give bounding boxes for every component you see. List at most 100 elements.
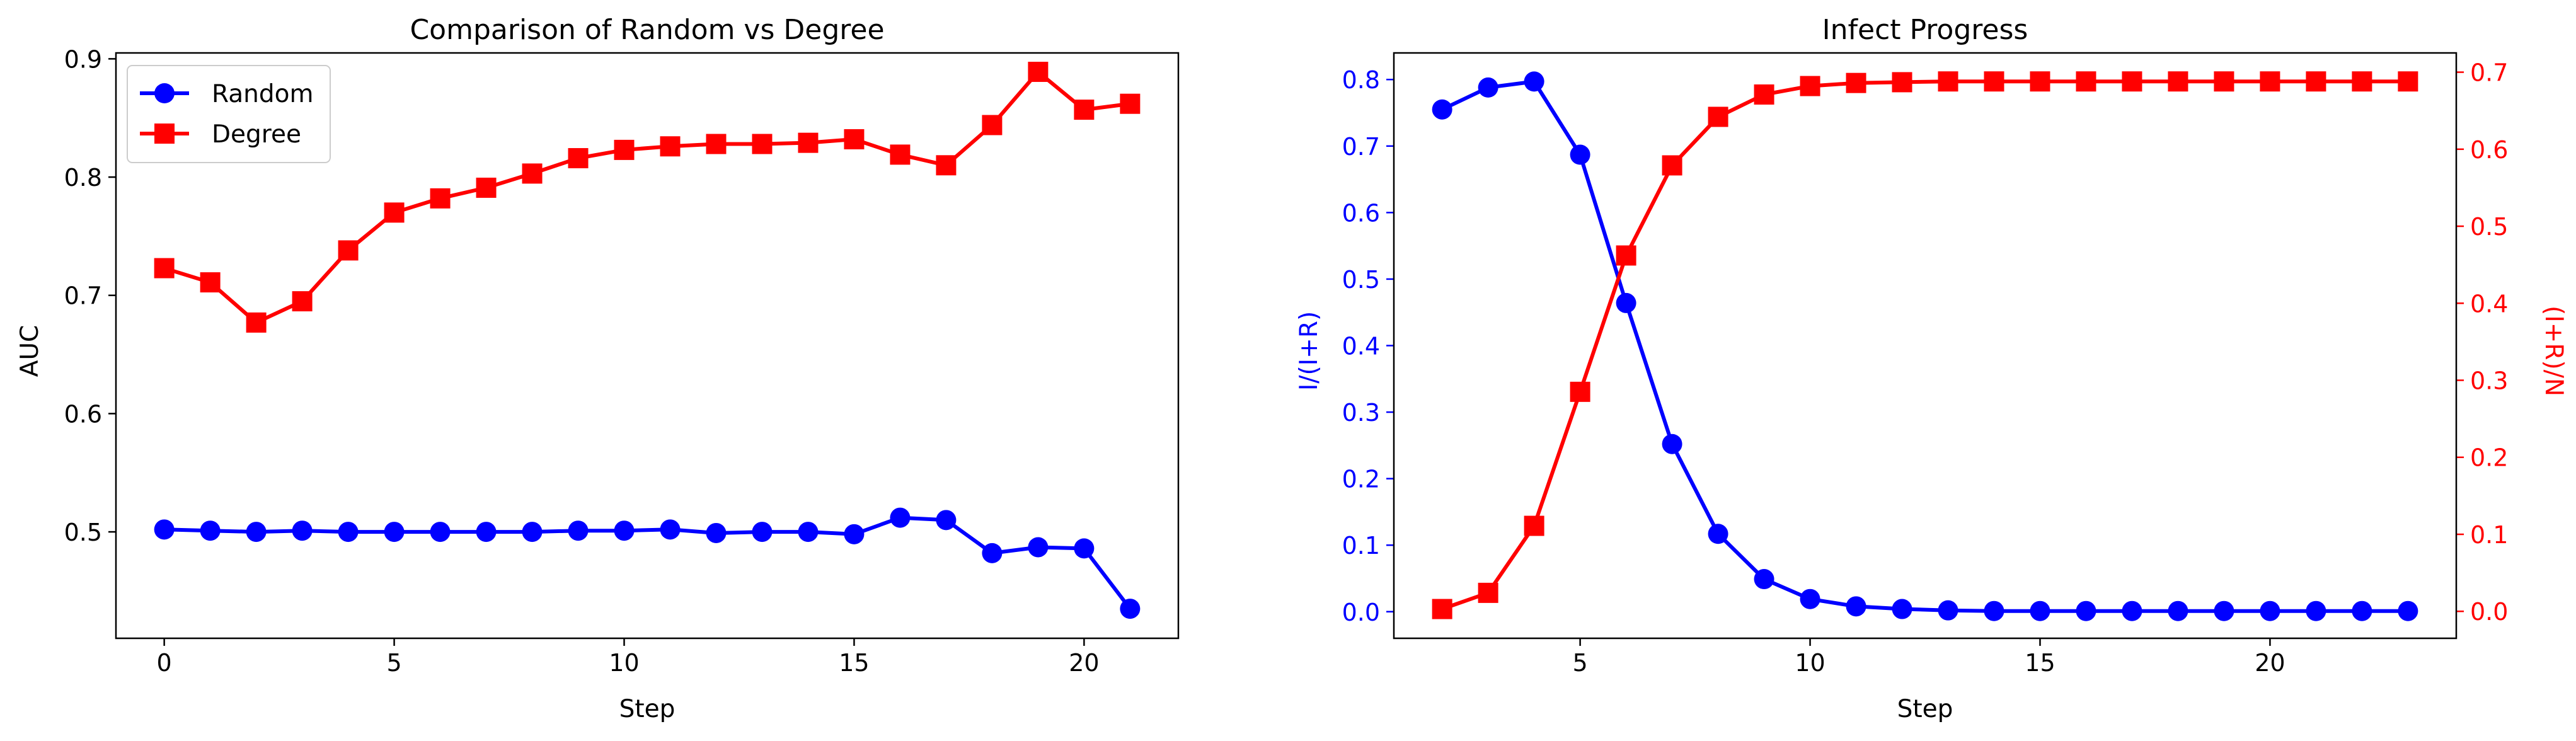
- data-point-series-2: [2260, 71, 2280, 92]
- y-tick-label-right: 0.1: [2470, 521, 2508, 549]
- data-point-series-1: [1708, 524, 1728, 544]
- chart-auc-comparison: Comparison of Random vs Degree Step AUC …: [16, 14, 1180, 723]
- data-point-degree: [660, 136, 681, 157]
- y-tick-label: 0.8: [1342, 66, 1380, 94]
- data-point-random: [522, 522, 543, 543]
- legend-item-degree: Degree: [140, 120, 301, 149]
- data-point-random: [568, 520, 589, 541]
- x-axis-label: Step: [1897, 695, 1953, 723]
- legend-box: [127, 65, 331, 163]
- data-point-random: [660, 519, 681, 540]
- data-point-series-1: [1570, 144, 1590, 165]
- data-point-series-1: [1846, 596, 1866, 617]
- data-point-series-2: [2122, 71, 2142, 92]
- data-point-random: [292, 520, 313, 541]
- y-tick-label: 0.2: [1342, 466, 1380, 493]
- y-tick-label: 0.9: [64, 45, 102, 73]
- data-point-degree: [798, 132, 819, 153]
- data-point-degree: [1028, 62, 1049, 83]
- series-line-series-2: [1441, 79, 2408, 611]
- data-point-series-2: [1432, 599, 1452, 619]
- data-point-series-2: [1570, 381, 1590, 402]
- data-point-series-2: [1938, 71, 1958, 92]
- data-point-degree: [1074, 100, 1095, 120]
- data-point-degree: [154, 258, 175, 279]
- chart-title: Infect Progress: [1822, 14, 2028, 46]
- y-tick-label: 0.5: [1342, 266, 1380, 294]
- data-point-random: [430, 522, 451, 543]
- data-point-series-2: [1616, 245, 1636, 266]
- y-tick-label-right: 0.6: [2470, 136, 2508, 164]
- data-point-random: [706, 522, 727, 543]
- data-point-series-1: [2168, 600, 2188, 621]
- y-tick-label: 0.8: [64, 164, 102, 192]
- data-point-series-1: [1616, 292, 1636, 313]
- x-tick-labels: 0 5 10 15 20: [157, 638, 1100, 677]
- data-point-random: [200, 520, 221, 541]
- data-point-degree: [890, 144, 911, 165]
- data-point-series-1: [1524, 71, 1544, 92]
- data-point-degree: [844, 129, 865, 150]
- series-layer: [1432, 71, 2418, 621]
- legend-item-random: Random: [140, 80, 313, 108]
- y-tick-label: 0.6: [64, 400, 102, 428]
- data-point-series-2: [2168, 71, 2188, 92]
- data-point-series-1: [2306, 600, 2326, 621]
- data-point-series-2: [1478, 582, 1498, 603]
- x-tick-labels: 5 10 15 20: [1573, 638, 2286, 677]
- data-point-series-1: [1938, 600, 1958, 621]
- data-point-random: [936, 510, 957, 531]
- x-tick-label: 0: [157, 649, 172, 677]
- chart-title: Comparison of Random vs Degree: [410, 14, 884, 46]
- y-tick-label: 0.7: [64, 282, 102, 310]
- data-point-series-2: [2398, 71, 2418, 92]
- x-tick-label: 20: [2255, 649, 2285, 677]
- data-point-degree: [246, 312, 267, 333]
- data-point-random: [1074, 538, 1095, 559]
- data-point-degree: [522, 163, 543, 184]
- legend-marker-random: [154, 83, 175, 103]
- data-point-degree: [200, 272, 221, 293]
- data-point-series-2: [2030, 71, 2050, 92]
- chart-infect-progress: Infect Progress Step I/(I+R) (I+R)/N 5 10…: [1295, 14, 2568, 723]
- y-tick-label: 0.0: [1342, 599, 1380, 626]
- y-tick-labels-left: 0.0 0.1 0.2 0.3 0.4 0.5 0.6 0.7 0.8: [1342, 66, 1394, 626]
- data-point-random: [890, 507, 911, 528]
- y-tick-label-right: 0.2: [2470, 444, 2508, 472]
- data-point-random: [798, 522, 819, 543]
- data-point-series-2: [1846, 72, 1866, 93]
- data-point-degree: [430, 188, 451, 209]
- data-point-degree: [384, 202, 405, 223]
- y-tick-label: 0.6: [1342, 199, 1380, 227]
- y-axis-label-right: (I+R)/N: [2539, 306, 2568, 396]
- data-point-degree: [1120, 93, 1141, 114]
- legend-label-random: Random: [212, 80, 313, 108]
- data-point-series-2: [2214, 71, 2234, 92]
- x-tick-label: 5: [386, 649, 401, 677]
- data-point-random: [982, 543, 1003, 563]
- y-tick-label-right: 0.5: [2470, 213, 2508, 241]
- data-point-series-1: [1478, 77, 1498, 98]
- data-point-degree: [982, 115, 1003, 135]
- data-point-random: [844, 524, 865, 544]
- data-point-random: [246, 522, 267, 543]
- data-point-series-1: [2122, 600, 2142, 621]
- data-point-random: [614, 520, 635, 541]
- data-point-degree: [476, 177, 497, 198]
- y-axis-label-left: I/(I+R): [1295, 311, 1323, 391]
- data-point-series-2: [1892, 72, 1912, 93]
- data-point-series-1: [1800, 589, 1820, 609]
- data-point-random: [384, 522, 405, 543]
- data-point-series-1: [2076, 600, 2096, 621]
- data-point-random: [338, 522, 359, 543]
- data-point-series-2: [1754, 84, 1774, 105]
- data-point-series-1: [1892, 599, 1912, 619]
- x-tick-label: 15: [2025, 649, 2055, 677]
- data-point-random: [1120, 599, 1141, 619]
- data-point-series-2: [1524, 515, 1544, 536]
- data-point-series-1: [1432, 99, 1452, 120]
- x-tick-label: 10: [1795, 649, 1825, 677]
- y-tick-label: 0.3: [1342, 399, 1380, 427]
- legend-marker-degree: [154, 123, 175, 144]
